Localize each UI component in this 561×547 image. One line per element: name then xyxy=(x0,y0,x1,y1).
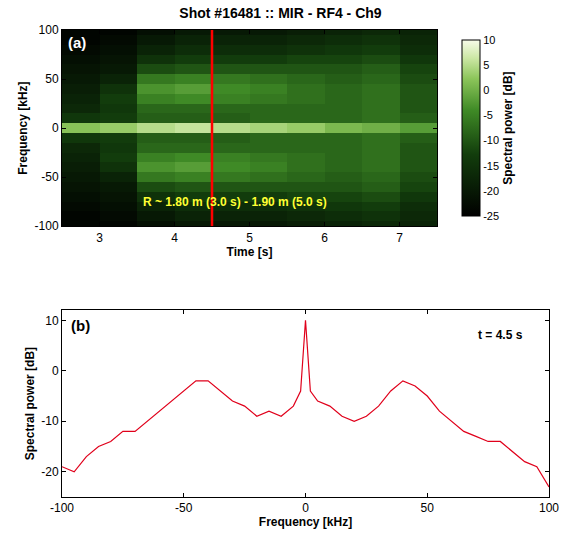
svg-text:0: 0 xyxy=(302,501,309,515)
svg-text:Spectral power [dB]: Spectral power [dB] xyxy=(501,71,515,184)
svg-text:R ~ 1.80 m (3.0 s) - 1.90 m (5: R ~ 1.80 m (3.0 s) - 1.90 m (5.0 s) xyxy=(143,195,327,209)
svg-text:-20: -20 xyxy=(41,465,59,479)
svg-text:0: 0 xyxy=(52,121,59,135)
svg-text:Time [s]: Time [s] xyxy=(227,245,273,259)
svg-text:50: 50 xyxy=(45,72,59,86)
svg-text:50: 50 xyxy=(421,501,435,515)
svg-text:-100: -100 xyxy=(35,219,59,233)
svg-text:3: 3 xyxy=(96,231,103,245)
svg-text:0: 0 xyxy=(52,364,59,378)
svg-text:100: 100 xyxy=(539,501,559,515)
svg-text:-10: -10 xyxy=(41,414,59,428)
svg-text:100: 100 xyxy=(39,23,59,37)
svg-text:-5: -5 xyxy=(483,109,493,121)
svg-text:Frequency [kHz]: Frequency [kHz] xyxy=(16,81,30,174)
svg-text:(a): (a) xyxy=(68,34,86,51)
svg-text:Shot #16481 :: MIR - RF4 - Ch9: Shot #16481 :: MIR - RF4 - Ch9 xyxy=(179,5,381,21)
svg-text:-100: -100 xyxy=(50,501,74,515)
svg-text:-50: -50 xyxy=(41,170,59,184)
svg-text:0: 0 xyxy=(483,84,489,96)
svg-text:7: 7 xyxy=(396,231,403,245)
svg-text:(b): (b) xyxy=(71,317,90,334)
svg-text:-50: -50 xyxy=(175,501,193,515)
svg-text:Spectral power [dB]: Spectral power [dB] xyxy=(23,347,37,460)
svg-text:Frequency [kHz]: Frequency [kHz] xyxy=(259,515,352,529)
svg-text:5: 5 xyxy=(483,59,489,71)
svg-text:10: 10 xyxy=(45,314,59,328)
svg-text:t = 4.5 s: t = 4.5 s xyxy=(478,328,523,342)
svg-text:5: 5 xyxy=(246,231,253,245)
svg-text:-10: -10 xyxy=(483,134,499,146)
svg-text:10: 10 xyxy=(483,34,495,46)
svg-text:4: 4 xyxy=(171,231,178,245)
svg-text:-15: -15 xyxy=(483,160,499,172)
svg-text:6: 6 xyxy=(321,231,328,245)
svg-text:-25: -25 xyxy=(483,210,499,222)
svg-text:-20: -20 xyxy=(483,185,499,197)
